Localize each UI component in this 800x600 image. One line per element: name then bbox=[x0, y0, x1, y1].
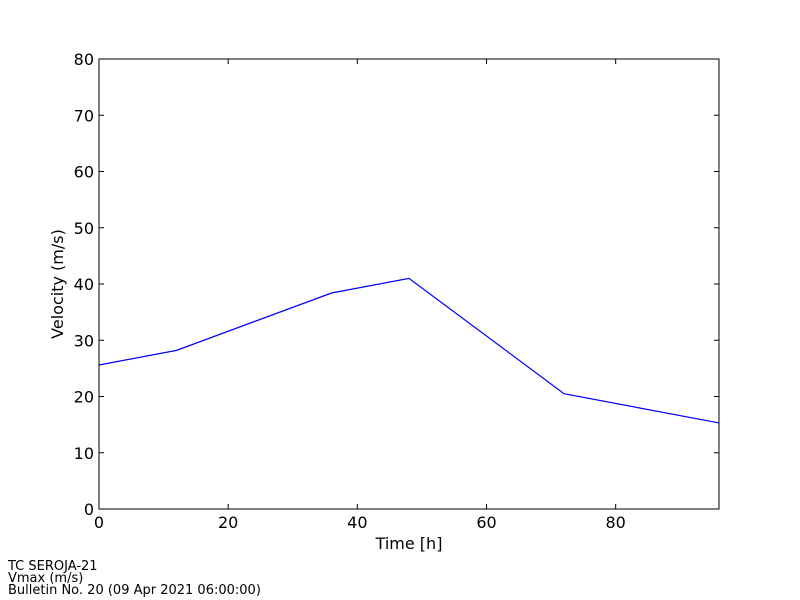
y-axis-label: Velocity (m/s) bbox=[48, 229, 67, 339]
y-tick-label: 10 bbox=[74, 444, 94, 463]
y-tick-label: 60 bbox=[74, 163, 94, 182]
footer-line: TC SEROJA-21 bbox=[7, 559, 98, 574]
footer-line: Bulletin No. 20 (09 Apr 2021 06:00:00) bbox=[8, 583, 261, 598]
y-tick-label: 70 bbox=[74, 106, 94, 125]
x-tick-label: 60 bbox=[476, 513, 496, 532]
y-tick-label: 20 bbox=[74, 388, 94, 407]
line-series bbox=[98, 277, 720, 424]
y-tick-label: 30 bbox=[74, 331, 94, 350]
x-tick-label: 80 bbox=[605, 513, 625, 532]
x-tick-label: 20 bbox=[218, 513, 238, 532]
x-tick-label: 40 bbox=[347, 513, 367, 532]
x-tick-label: 0 bbox=[94, 513, 104, 532]
y-tick-label: 50 bbox=[74, 219, 94, 238]
plot-frame bbox=[98, 58, 720, 510]
y-tick-label: 80 bbox=[74, 50, 94, 69]
x-axis-label: Time [h] bbox=[375, 534, 443, 553]
y-tick-label: 0 bbox=[84, 500, 94, 519]
footer-line: Vmax (m/s) bbox=[8, 571, 83, 586]
y-tick-label: 40 bbox=[74, 275, 94, 294]
